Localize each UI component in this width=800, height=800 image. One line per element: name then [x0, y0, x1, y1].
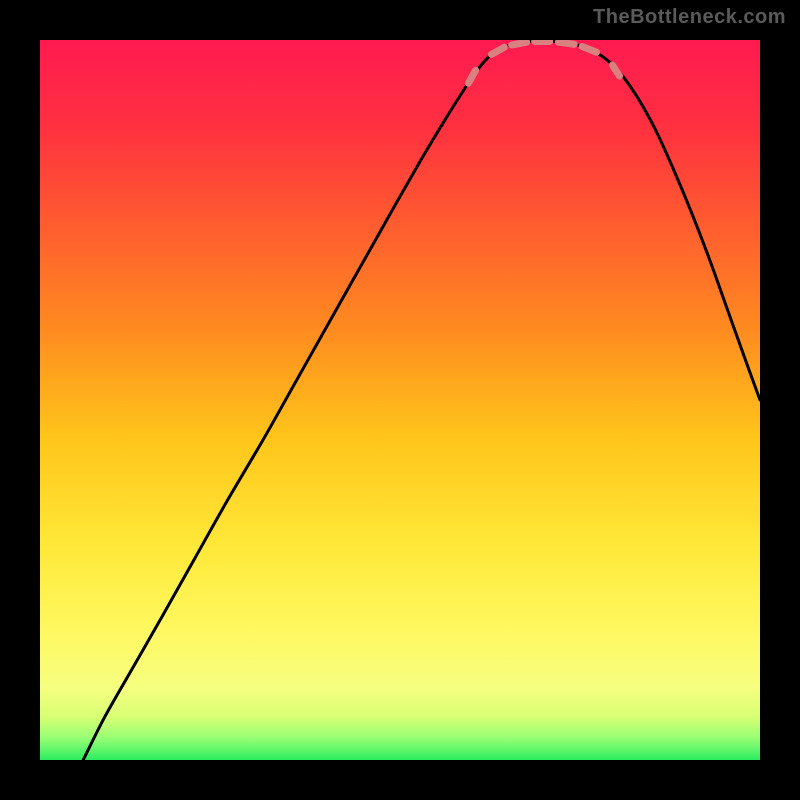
fit-marker-dash: [558, 42, 574, 44]
fit-marker-dash: [512, 42, 527, 45]
attribution-text: TheBottleneck.com: [593, 6, 786, 29]
gradient-background: [40, 40, 760, 760]
chart-plot-area: [40, 40, 760, 760]
bottleneck-chart: [40, 40, 760, 760]
